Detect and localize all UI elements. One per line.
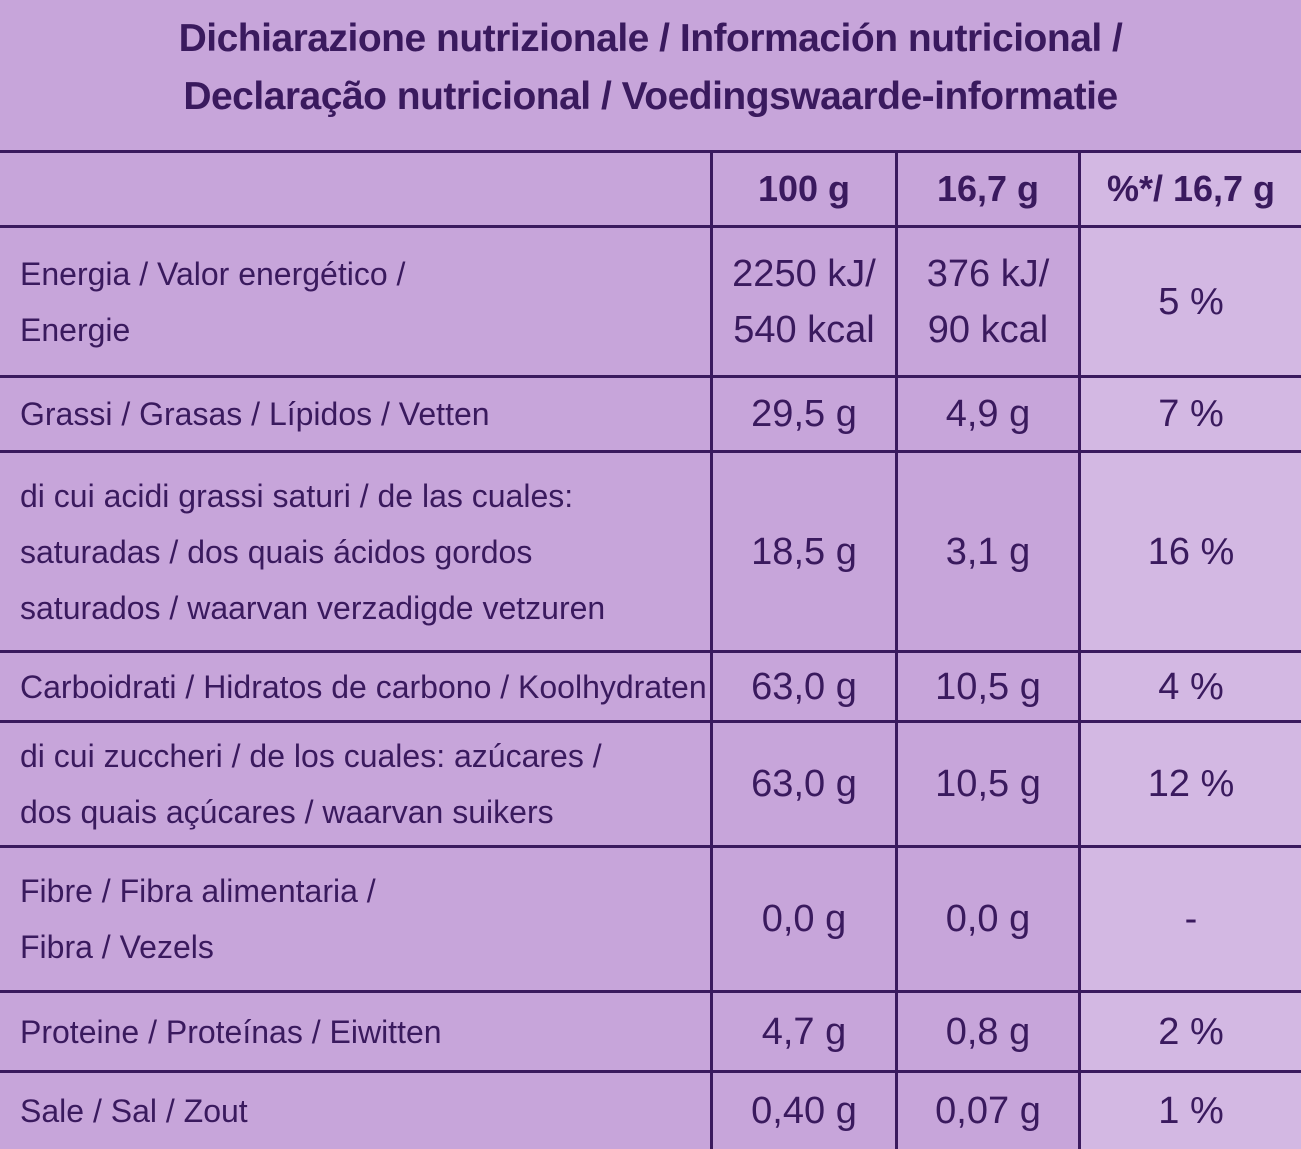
text-line: 1 %: [1158, 1090, 1224, 1132]
row-value: 10,5 g: [895, 720, 1078, 845]
text-line: 90 kcal: [927, 308, 1049, 351]
row-value: 0,0 g: [895, 845, 1078, 990]
text-line: 7 %: [1158, 393, 1224, 435]
row-label: Fibre / Fibra alimentaria / Fibra / Vezel…: [0, 845, 710, 990]
text-line: Energia / Valor energético /: [20, 255, 406, 292]
row-value: 18,5 g: [710, 450, 895, 650]
row-value: 5 %: [1078, 225, 1301, 375]
text-line: 4,9 g: [945, 393, 1031, 435]
text-line: 3,1 g: [945, 530, 1031, 573]
text-line: 2 %: [1158, 1010, 1224, 1053]
text-line: 16 %: [1147, 530, 1235, 573]
row-value: 16 %: [1078, 450, 1301, 650]
row-value: 63,0 g: [710, 720, 895, 845]
header-cell: 16,7 g: [895, 150, 1078, 225]
text-line: Grassi / Grasas / Lípidos / Vetten: [20, 396, 490, 432]
text-line: di cui zuccheri / de los cuales: azúcare…: [20, 738, 602, 774]
row-label: Sale / Sal / Zout: [0, 1070, 710, 1149]
row-label: Grassi / Grasas / Lípidos / Vetten: [0, 375, 710, 450]
text-line: dos quais açúcares / waarvan suikers: [20, 794, 554, 830]
text-line: Sale / Sal / Zout: [20, 1093, 248, 1129]
header-cell: %*/ 16,7 g: [1078, 150, 1301, 225]
nutrition-table: 100 g 16,7 g %*/ 16,7 g Energia / Valor ene…: [0, 150, 1301, 1149]
row-label: Proteine / Proteínas / Eiwitten: [0, 990, 710, 1070]
text-line: 0,0 g: [761, 898, 847, 940]
header-cell: [0, 150, 710, 225]
text-line: di cui acidi grassi saturi / de las cual…: [20, 477, 574, 514]
row-value: -: [1078, 845, 1301, 990]
row-value: 0,8 g: [895, 990, 1078, 1070]
row-label: di cui zuccheri / de los cuales: azúcare…: [0, 720, 710, 845]
text-line: 4,7 g: [761, 1010, 847, 1053]
row-label: di cui acidi grassi saturi / de las cual…: [0, 450, 710, 650]
text-line: 376 kJ/: [926, 252, 1050, 295]
text-line: Fibre / Fibra alimentaria /: [20, 873, 376, 909]
text-line: Carboidrati / Hidratos de carbono / Kool…: [20, 668, 707, 705]
row-value: 12 %: [1078, 720, 1301, 845]
row-label: Carboidrati / Hidratos de carbono / Kool…: [0, 650, 710, 720]
text-line: 12 %: [1147, 763, 1235, 805]
text-line: -: [1184, 898, 1198, 940]
row-value: 10,5 g: [895, 650, 1078, 720]
row-value: 4,7 g: [710, 990, 895, 1070]
row-value: 0,0 g: [710, 845, 895, 990]
text-line: 4 %: [1158, 665, 1224, 708]
text-line: 0,8 g: [945, 1010, 1031, 1053]
text-line: 63,0 g: [751, 665, 857, 708]
text-line: saturadas / dos quais ácidos gordos: [20, 533, 533, 570]
text-line: Energie: [20, 311, 131, 348]
row-value: 2250 kJ/540 kcal: [710, 225, 895, 375]
text-line: 18,5 g: [751, 530, 857, 573]
row-value: 1 %: [1078, 1070, 1301, 1149]
row-value: 0,40 g: [710, 1070, 895, 1149]
text-line: 0,40 g: [751, 1090, 857, 1132]
text-line: 0,0 g: [945, 898, 1031, 940]
text-line: 29,5 g: [751, 393, 857, 435]
text-line: Proteine / Proteínas / Eiwitten: [20, 1013, 442, 1050]
text-line: 5 %: [1158, 280, 1224, 323]
row-value: 0,07 g: [895, 1070, 1078, 1149]
row-value: 3,1 g: [895, 450, 1078, 650]
text-line: saturados / waarvan verzadigde vetzuren: [20, 589, 606, 626]
row-value: 4,9 g: [895, 375, 1078, 450]
text-line: 0,07 g: [935, 1090, 1041, 1132]
text-line: 10,5 g: [935, 763, 1041, 805]
text-line: 540 kcal: [733, 308, 875, 351]
row-value: 4 %: [1078, 650, 1301, 720]
header-cell: 100 g: [710, 150, 895, 225]
row-value: 63,0 g: [710, 650, 895, 720]
row-value: 376 kJ/90 kcal: [895, 225, 1078, 375]
row-value: 29,5 g: [710, 375, 895, 450]
title-line: Declaração nutricional / Voedingswaarde-…: [183, 75, 1118, 118]
row-label: Energia / Valor energético / Energie: [0, 225, 710, 375]
title-line: Dichiarazione nutrizionale / Información…: [178, 17, 1123, 60]
row-value: 2 %: [1078, 990, 1301, 1070]
text-line: 63,0 g: [751, 763, 857, 805]
title: Dichiarazione nutrizionale / Información…: [0, 0, 1301, 150]
row-value: 7 %: [1078, 375, 1301, 450]
text-line: 2250 kJ/: [732, 252, 876, 295]
text-line: Fibra / Vezels: [20, 929, 214, 965]
text-line: 10,5 g: [935, 665, 1041, 708]
